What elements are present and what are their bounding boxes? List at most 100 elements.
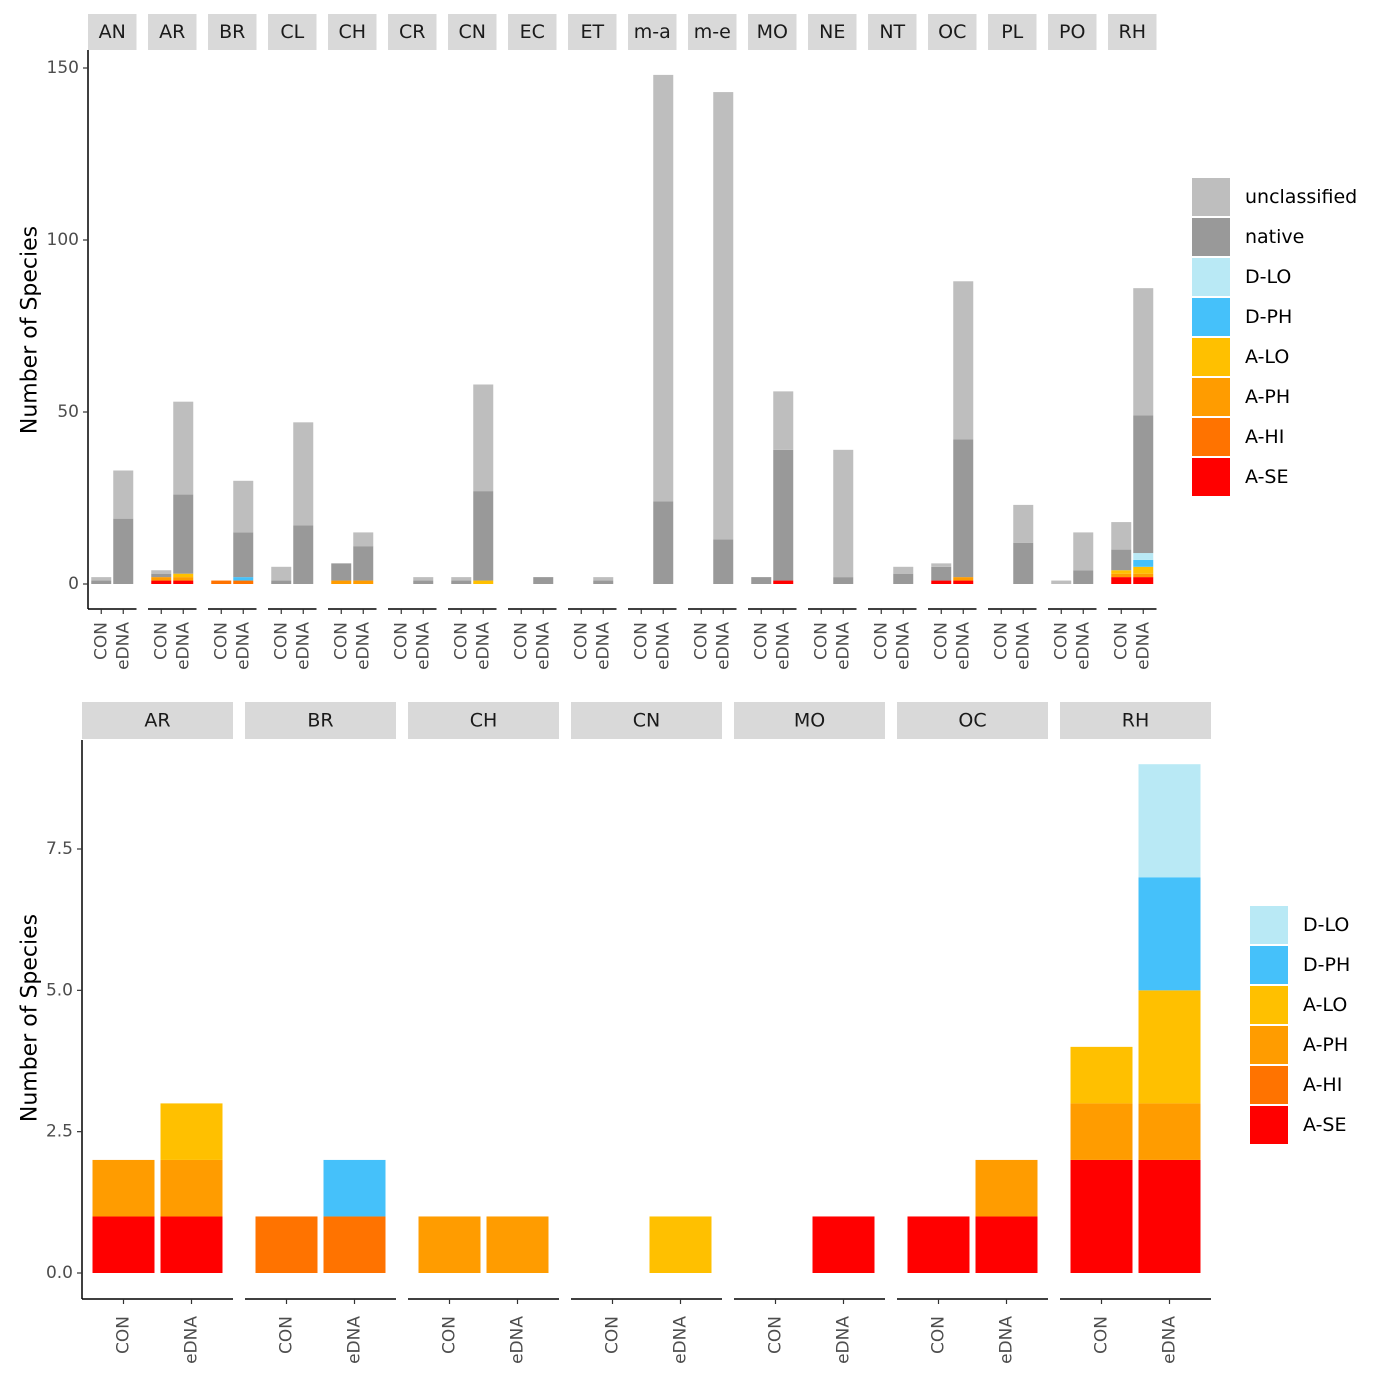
top-x-tick-label: eDNA	[713, 622, 733, 670]
top-bar-segment-rh-con-native	[1111, 549, 1132, 571]
top-bar-segment-ar-edna-unclassified	[173, 401, 194, 495]
bottom-bar-segment-ch-edna-a-ph	[486, 1216, 549, 1273]
top-panel-strip	[688, 14, 737, 50]
top-bar-segment-cn-edna-unclassified	[473, 384, 494, 492]
bottom-panel-label: OC	[958, 710, 986, 732]
top-y-tick-label: 0	[68, 574, 79, 594]
bottom-bar-segment-ar-edna-a-lo	[160, 1103, 223, 1160]
top-panel-strip	[508, 14, 557, 50]
bottom-bar-segment-ch-con-a-ph	[418, 1216, 481, 1273]
top-panel-strip	[148, 14, 197, 50]
top-x-tick-label: eDNA	[113, 622, 133, 670]
top-panel-label: CH	[338, 21, 366, 43]
top-x-tick-label: eDNA	[893, 622, 913, 670]
bottom-legend-label: A-PH	[1303, 1034, 1348, 1056]
top-bar-segment-oc-edna-a-se	[953, 580, 974, 584]
top-panel-label: OC	[938, 21, 966, 43]
top-panel-label: CL	[280, 21, 304, 43]
bottom-y-tick-label: 5.0	[46, 980, 73, 1000]
top-x-tick-label: eDNA	[293, 622, 313, 670]
top-bar-segment-cn-con-unclassified	[451, 577, 472, 581]
top-bar-segment-po-edna-unclassified	[1073, 532, 1094, 571]
top-panel-strip	[568, 14, 617, 50]
top-panel-label: CN	[459, 21, 486, 43]
bottom-panel-label: MO	[794, 710, 825, 732]
top-legend-label: A-HI	[1245, 426, 1284, 448]
top-bar-segment-cl-edna-unclassified	[293, 422, 314, 526]
top-bar-segment-ar-edna-a-ph	[173, 577, 194, 581]
top-bar-segment-ch-edna-unclassified	[353, 532, 374, 547]
top-x-tick-label: CON	[751, 622, 771, 660]
top-bar-segment-rh-edna-d-ph	[1133, 559, 1154, 567]
top-bar-segment-ch-edna-native	[353, 546, 374, 581]
top-bar-segment-mo-edna-unclassified	[773, 391, 794, 450]
top-x-tick-label: eDNA	[353, 622, 373, 670]
top-legend-label: native	[1245, 226, 1304, 248]
bottom-x-tick-label: CON	[440, 1316, 460, 1354]
top-bar-segment-po-edna-native	[1073, 570, 1094, 584]
bottom-x-tick-label: eDNA	[671, 1316, 691, 1364]
bottom-bar-segment-oc-edna-a-ph	[975, 1159, 1038, 1217]
top-bar-segment-oc-edna-a-ph	[953, 577, 974, 581]
top-panel-label: PL	[1001, 21, 1023, 43]
top-bar-segment-rh-con-unclassified	[1111, 522, 1132, 550]
top-bar-segment-pl-edna-native	[1013, 542, 1034, 584]
top-bar-segment-rh-edna-a-se	[1133, 577, 1154, 584]
top-panel-label: m-e	[694, 21, 731, 43]
top-x-tick-label: eDNA	[413, 622, 433, 670]
bottom-x-tick-label: CON	[1092, 1316, 1112, 1354]
top-x-tick-label: CON	[511, 622, 531, 660]
top-x-tick-label: CON	[1051, 622, 1071, 660]
bottom-bar-segment-rh-con-a-ph	[1070, 1103, 1133, 1160]
bottom-bar-segment-rh-edna-a-ph	[1138, 1103, 1201, 1160]
top-legend-key-d-lo	[1192, 258, 1230, 296]
top-panel-label: m-a	[634, 21, 671, 43]
top-bar-segment-ar-con-unclassified	[151, 570, 172, 574]
top-x-tick-label: eDNA	[1073, 622, 1093, 670]
bottom-legend-key-d-ph	[1250, 946, 1288, 984]
top-legend-key-a-lo	[1192, 338, 1230, 376]
top-bar-segment-an-con-native	[91, 580, 112, 584]
bottom-bar-segment-mo-edna-a-se	[812, 1216, 875, 1273]
bottom-legend-key-d-lo	[1250, 906, 1288, 944]
top-legend-label: A-LO	[1245, 346, 1289, 368]
top-legend-label: A-PH	[1245, 386, 1290, 408]
top-x-tick-label: eDNA	[1013, 622, 1033, 670]
bottom-bar-segment-ar-con-a-se	[92, 1216, 155, 1273]
top-x-tick-label: CON	[151, 622, 171, 660]
top-legend-key-d-ph	[1192, 298, 1230, 336]
top-bar-segment-et-edna-native	[593, 580, 614, 584]
bottom-panel-label: RH	[1122, 710, 1150, 732]
top-bar-segment-br-edna-d-ph	[233, 577, 254, 581]
top-panel-label: AR	[159, 21, 185, 43]
bottom-legend-label: D-LO	[1303, 914, 1349, 936]
top-legend-label: D-PH	[1245, 306, 1292, 328]
bottom-panel-strip	[408, 702, 559, 739]
top-panel-label: ET	[580, 21, 604, 43]
top-panel-strip	[748, 14, 797, 50]
top-panel-label: PO	[1059, 21, 1085, 43]
top-bar-segment-mo-edna-native	[773, 449, 794, 581]
top-x-tick-label: CON	[1111, 622, 1131, 660]
top-bar-segment-oc-edna-native	[953, 439, 974, 578]
top-bar-segment-mo-edna-a-se	[773, 580, 794, 584]
bottom-bar-segment-rh-edna-a-se	[1138, 1159, 1201, 1273]
top-bar-segment-rh-con-a-se	[1111, 577, 1132, 584]
top-bar-segment-ar-con-a-se	[151, 580, 172, 584]
bottom-panel-strip	[1060, 702, 1211, 739]
top-x-tick-label: CON	[91, 622, 111, 660]
bottom-panel-strip	[734, 702, 885, 739]
bottom-bar-segment-cn-edna-a-lo	[649, 1216, 712, 1273]
top-x-tick-label: eDNA	[233, 622, 253, 670]
top-panel-strip	[268, 14, 317, 50]
top-bar-segment-ch-edna-a-ph	[353, 580, 374, 584]
bottom-chart: Number of Species 0.0 2.5 5.0 7.5 AR CON eDNA BR…	[18, 702, 1350, 1364]
bottom-legend-label: A-SE	[1303, 1114, 1347, 1136]
top-bar-segment-rh-edna-unclassified	[1133, 288, 1154, 416]
bottom-panel-label: CH	[470, 710, 498, 732]
top-bar-segment-oc-con-unclassified	[931, 563, 952, 567]
top-panel-strip	[628, 14, 677, 50]
top-bar-segment-rh-edna-d-lo	[1133, 553, 1154, 560]
